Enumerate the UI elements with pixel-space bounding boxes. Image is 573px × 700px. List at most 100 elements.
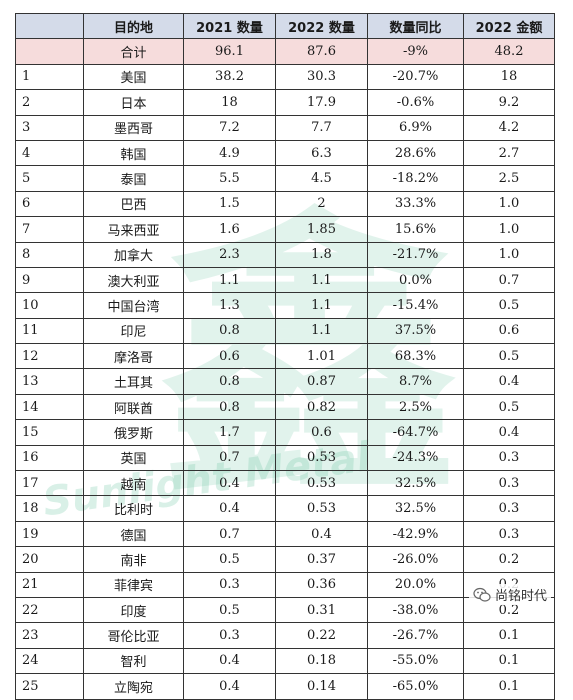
row-cell-qty-2021: 1.5	[183, 190, 276, 218]
row-cell-qty-2022: 1.8	[275, 241, 368, 268]
row-cell-index: 9	[15, 266, 84, 294]
row-cell-qty-2022: 0.36	[275, 571, 368, 598]
row-cell-qty-2021: 2.3	[183, 241, 276, 268]
row-cell-qty-yoy: -24.3%	[367, 444, 464, 472]
row-cell-amount-2022: 4.2	[463, 114, 555, 141]
header-cell-amount-2022: 2022 金额	[463, 12, 555, 40]
row-cell-qty-2021: 1.7	[183, 419, 276, 446]
row-cell-qty-2021: 0.3	[183, 571, 276, 598]
row-cell-index: 22	[15, 596, 84, 624]
row-cell-qty-2022: 1.1	[275, 317, 368, 345]
table-row: 16 英国 0.7 0.53 -24.3% 0.3	[15, 444, 555, 472]
table-row: 2 日本 18 17.9 -0.6% 9.2	[15, 89, 555, 116]
row-cell-index: 18	[15, 495, 84, 522]
row-cell-destination: 南非	[83, 546, 184, 573]
row-cell-qty-2021: 0.4	[183, 673, 276, 700]
total-cell-index	[15, 38, 84, 65]
row-cell-amount-2022: 0.5	[463, 292, 555, 319]
row-cell-destination: 摩洛哥	[83, 343, 184, 370]
row-cell-destination: 泰国	[83, 165, 184, 192]
row-cell-destination: 阿联酋	[83, 393, 184, 421]
row-cell-qty-2021: 18	[183, 89, 276, 116]
table-row: 5 泰国 5.5 4.5 -18.2% 2.5	[15, 165, 555, 192]
row-cell-index: 20	[15, 546, 84, 573]
footer-label: 尚铭时代	[494, 589, 547, 604]
row-cell-index: 8	[15, 241, 84, 268]
row-cell-index: 1	[15, 63, 84, 91]
table-row: 6 巴西 1.5 2 33.3% 1.0	[15, 190, 555, 218]
row-cell-index: 10	[15, 292, 84, 319]
row-cell-qty-2021: 0.8	[183, 368, 276, 395]
row-cell-qty-yoy: -65.0%	[367, 673, 464, 700]
row-cell-destination: 澳大利亚	[83, 266, 184, 294]
row-cell-destination: 英国	[83, 444, 184, 472]
row-cell-qty-2021: 0.7	[183, 444, 276, 472]
row-cell-qty-yoy: 32.5%	[367, 495, 464, 522]
export-table: 目的地 2021 数量 2022 数量 数量同比 2022 金额 合计 96.1…	[15, 12, 555, 700]
row-cell-index: 21	[15, 571, 84, 598]
row-cell-index: 14	[15, 393, 84, 421]
row-cell-amount-2022: 0.2	[463, 546, 555, 573]
table-row: 15 俄罗斯 1.7 0.6 -64.7% 0.4	[15, 419, 555, 446]
row-cell-destination: 印尼	[83, 317, 184, 345]
row-cell-qty-2022: 0.4	[275, 520, 368, 548]
row-cell-qty-2021: 0.4	[183, 470, 276, 497]
row-cell-qty-yoy: 20.0%	[367, 571, 464, 598]
row-cell-qty-2022: 0.6	[275, 419, 368, 446]
row-cell-index: 5	[15, 165, 84, 192]
row-cell-qty-2022: 0.53	[275, 470, 368, 497]
row-cell-amount-2022: 0.4	[463, 419, 555, 446]
row-cell-qty-yoy: -42.9%	[367, 520, 464, 548]
row-cell-index: 6	[15, 190, 84, 218]
row-cell-qty-2022: 30.3	[275, 63, 368, 91]
row-cell-destination: 马来西亚	[83, 216, 184, 243]
header-cell-destination: 目的地	[83, 12, 184, 40]
table-row: 20 南非 0.5 0.37 -26.0% 0.2	[15, 546, 555, 573]
row-cell-qty-2022: 7.7	[275, 114, 368, 141]
table-row: 3 墨西哥 7.2 7.7 6.9% 4.2	[15, 114, 555, 141]
table-row: 11 印尼 0.8 1.1 37.5% 0.6	[15, 317, 555, 345]
row-cell-qty-2022: 1.1	[275, 266, 368, 294]
header-cell-qty-2022: 2022 数量	[275, 12, 368, 40]
table-row: 23 哥伦比亚 0.3 0.22 -26.7% 0.1	[15, 622, 555, 649]
row-cell-amount-2022: 18	[463, 63, 555, 91]
row-cell-qty-yoy: 28.6%	[367, 139, 464, 167]
row-cell-destination: 墨西哥	[83, 114, 184, 141]
row-cell-qty-yoy: 2.5%	[367, 393, 464, 421]
header-row: 目的地 2021 数量 2022 数量 数量同比 2022 金额	[15, 12, 555, 40]
header-cell-qty-yoy: 数量同比	[367, 12, 464, 40]
row-cell-destination: 加拿大	[83, 241, 184, 268]
total-cell-qty-yoy: -9%	[367, 38, 464, 65]
table-row: 25 立陶宛 0.4 0.14 -65.0% 0.1	[15, 673, 555, 700]
row-cell-index: 2	[15, 89, 84, 116]
row-cell-qty-yoy: -55.0%	[367, 647, 464, 675]
row-cell-amount-2022: 0.3	[463, 444, 555, 472]
row-cell-amount-2022: 9.2	[463, 89, 555, 116]
total-cell-qty-2022: 87.6	[275, 38, 368, 65]
table-row: 4 韩国 4.9 6.3 28.6% 2.7	[15, 139, 555, 167]
row-cell-qty-yoy: 32.5%	[367, 470, 464, 497]
row-cell-destination: 美国	[83, 63, 184, 91]
row-cell-index: 24	[15, 647, 84, 675]
row-cell-amount-2022: 0.5	[463, 343, 555, 370]
row-cell-qty-2021: 4.9	[183, 139, 276, 167]
row-cell-index: 16	[15, 444, 84, 472]
row-cell-index: 3	[15, 114, 84, 141]
row-cell-qty-2022: 0.18	[275, 647, 368, 675]
row-cell-qty-2021: 0.4	[183, 495, 276, 522]
row-cell-qty-yoy: -64.7%	[367, 419, 464, 446]
row-cell-qty-2022: 6.3	[275, 139, 368, 167]
row-cell-qty-yoy: -15.4%	[367, 292, 464, 319]
row-cell-qty-yoy: 15.6%	[367, 216, 464, 243]
row-cell-qty-yoy: -21.7%	[367, 241, 464, 268]
row-cell-amount-2022: 1.0	[463, 190, 555, 218]
row-cell-amount-2022: 1.0	[463, 216, 555, 243]
table-row: 24 智利 0.4 0.18 -55.0% 0.1	[15, 647, 555, 675]
wechat-icon	[473, 587, 491, 602]
row-cell-index: 13	[15, 368, 84, 395]
total-cell-label: 合计	[83, 38, 184, 65]
row-cell-qty-2022: 1.85	[275, 216, 368, 243]
row-cell-index: 7	[15, 216, 84, 243]
row-cell-destination: 韩国	[83, 139, 184, 167]
row-cell-qty-yoy: -20.7%	[367, 63, 464, 91]
